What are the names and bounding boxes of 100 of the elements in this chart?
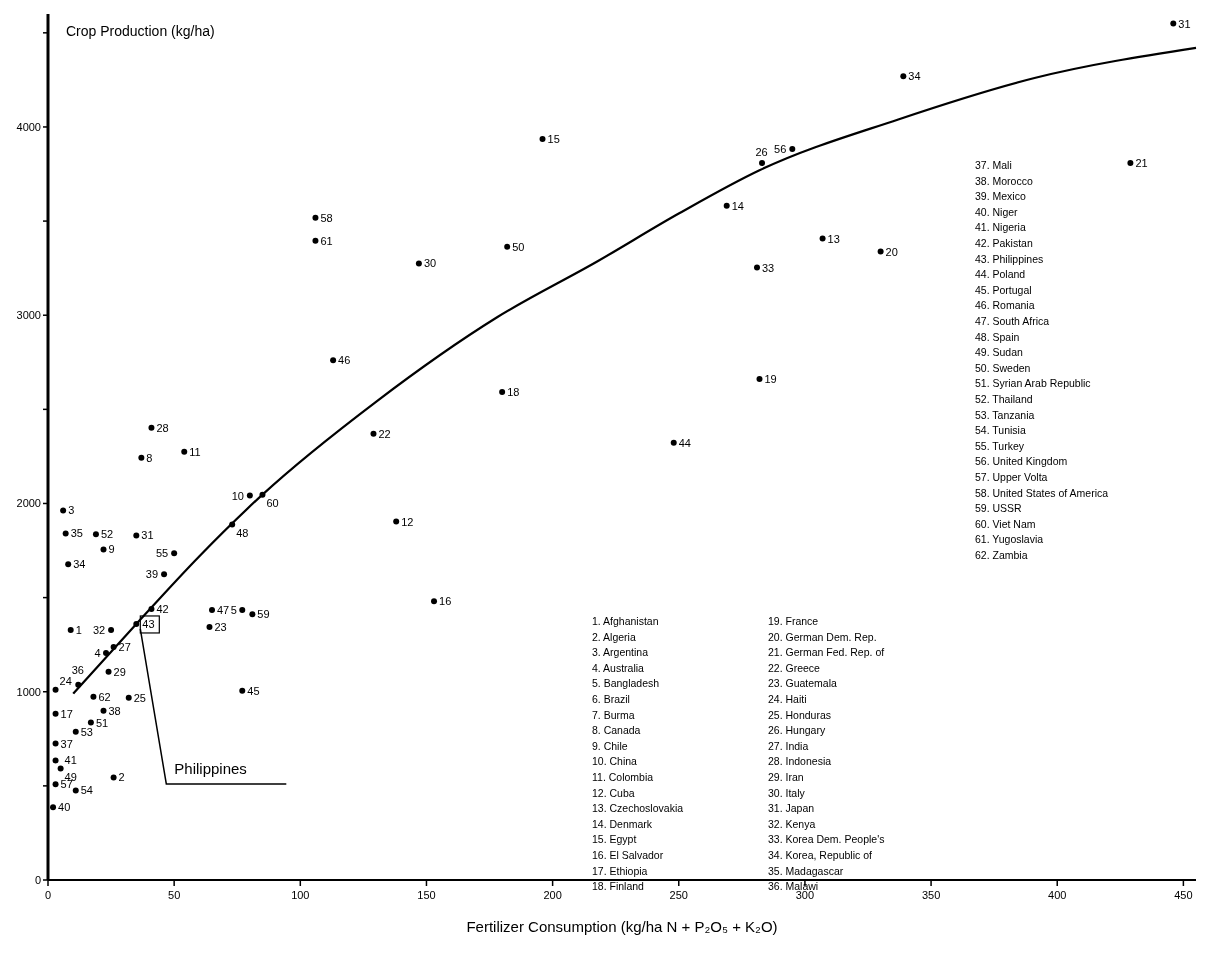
x-tick-label: 450 xyxy=(1174,889,1193,901)
annotation: 33 xyxy=(761,261,775,274)
annotation: 58. United States of America xyxy=(975,486,1109,499)
annotation: 38 xyxy=(108,704,121,717)
annotation: 22 xyxy=(378,427,391,440)
annotation: 8. Canada xyxy=(592,724,641,737)
annotation: 14. Denmark xyxy=(592,817,653,830)
annotation: 19 xyxy=(764,373,777,386)
annotation: 42 xyxy=(156,603,169,616)
annotation: 3 xyxy=(68,504,75,517)
annotation: 9 xyxy=(108,543,115,556)
annotation: 43. Philippines xyxy=(975,252,1044,265)
annotation: 53 xyxy=(80,725,93,738)
annotation: 1 xyxy=(75,623,82,636)
annotation: 29. Iran xyxy=(768,771,804,783)
annotation: 28. Indonesia xyxy=(768,755,832,768)
annotation: 10. China xyxy=(592,755,638,768)
annotation: 21 xyxy=(1135,156,1148,169)
x-tick-label: 50 xyxy=(168,889,181,901)
annotation: 58 xyxy=(320,211,333,224)
annotation: 12. Cuba xyxy=(592,786,635,799)
annotation: 48 xyxy=(236,526,249,539)
annotation: 15. Egypt xyxy=(592,833,637,846)
annotation: 13 xyxy=(827,232,840,245)
y-tick-label: 0 xyxy=(34,873,41,886)
annotation: 46. Romania xyxy=(975,299,1035,312)
annotation: 24 xyxy=(59,675,72,688)
annotation: 39. Mexico xyxy=(975,190,1026,203)
annotation: 56 xyxy=(774,142,787,155)
annotation: 44. Poland xyxy=(975,268,1026,281)
annotation: 54 xyxy=(80,784,93,797)
annotation: 6. Brazil xyxy=(592,693,630,705)
annotation: 37 xyxy=(60,737,73,750)
annotation: 60. Viet Nam xyxy=(975,517,1036,530)
annotation: 45. Portugal xyxy=(975,283,1032,296)
annotation: 45 xyxy=(247,684,260,697)
annotation: 21. German Fed. Rep. of xyxy=(768,646,885,659)
annotation: 4 xyxy=(94,646,101,659)
annotation: 34 xyxy=(73,558,86,571)
annotation: 26 xyxy=(755,146,768,159)
annotation: 16. El Salvador xyxy=(592,849,664,861)
annotation: 20. German Dem. Rep. xyxy=(768,630,877,643)
annotation: 12 xyxy=(401,515,414,528)
annotation: 27. India xyxy=(768,739,809,752)
annotation: 25 xyxy=(133,691,146,704)
annotation: 31 xyxy=(1178,17,1191,30)
annotation: 61. Yugoslavia xyxy=(975,533,1044,546)
annotation: 60 xyxy=(266,497,279,510)
annotation: 8 xyxy=(146,451,153,464)
annotation: 43 xyxy=(142,618,155,631)
annotation: 22. Greece xyxy=(768,661,821,674)
annotation: 55. Turkey xyxy=(975,439,1025,452)
annotation: 13. Czechoslovakia xyxy=(592,802,684,815)
annotation: 44 xyxy=(678,436,691,449)
annotation: 34. Korea, Republic of xyxy=(768,849,872,861)
annotation: 47. South Africa xyxy=(975,315,1050,327)
annotation: 1. Afghanistan xyxy=(592,615,659,627)
annotation: 2 xyxy=(118,771,125,784)
annotation: 24. Haiti xyxy=(768,693,807,705)
annotation: 40 xyxy=(58,801,71,814)
x-tick-label: 150 xyxy=(417,889,436,901)
annotation: 25. Honduras xyxy=(768,708,832,721)
annotation: 36 xyxy=(71,664,84,677)
annotation: 59. USSR xyxy=(975,502,1023,515)
annotation: 20 xyxy=(885,245,898,258)
annotation: 17. Ethiopia xyxy=(592,864,648,877)
annotation: 41. Nigeria xyxy=(975,221,1026,234)
annotation: 5. Bangladesh xyxy=(592,677,660,690)
x-tick-label: 250 xyxy=(669,889,688,901)
annotation: 40. Niger xyxy=(975,205,1019,218)
annotation: 4. Australia xyxy=(592,661,645,674)
x-tick-label: 100 xyxy=(291,889,310,901)
annotation: 56. United Kingdom xyxy=(975,455,1068,468)
annotation: 35. Madagascar xyxy=(768,864,844,877)
annotation: Philippines xyxy=(174,759,247,777)
annotation: 50. Sweden xyxy=(975,361,1031,374)
annotation: 18 xyxy=(507,386,520,399)
annotation: 46 xyxy=(338,354,351,367)
annotation: 26. Hungary xyxy=(768,724,826,737)
x-tick-label: 200 xyxy=(543,889,562,901)
annotation: 51. Syrian Arab Republic xyxy=(975,377,1091,390)
annotation: 15 xyxy=(547,133,560,146)
annotation: 37. Mali xyxy=(975,159,1012,171)
annotation: 50 xyxy=(512,240,525,253)
annotation: 38. Morocco xyxy=(975,174,1033,187)
annotation: 2. Algeria xyxy=(592,630,636,643)
annotation: 52. Thailand xyxy=(975,393,1033,405)
y-tick-label: 2000 xyxy=(16,497,41,510)
annotation: 31 xyxy=(141,529,154,542)
annotation: 17 xyxy=(60,707,73,720)
annotation: 49. Sudan xyxy=(975,346,1024,359)
annotation: 57. Upper Volta xyxy=(975,471,1048,483)
y-axis-title: Crop Production (kg/ha) xyxy=(66,23,215,39)
y-tick-label: 4000 xyxy=(16,120,41,133)
annotation: 32. Kenya xyxy=(768,817,816,830)
annotation: 52 xyxy=(100,528,114,541)
annotation: 32 xyxy=(92,623,106,636)
annotation: 62. Zambia xyxy=(975,549,1028,561)
annotation: 31. Japan xyxy=(768,802,815,815)
y-tick-label: 3000 xyxy=(16,309,41,322)
